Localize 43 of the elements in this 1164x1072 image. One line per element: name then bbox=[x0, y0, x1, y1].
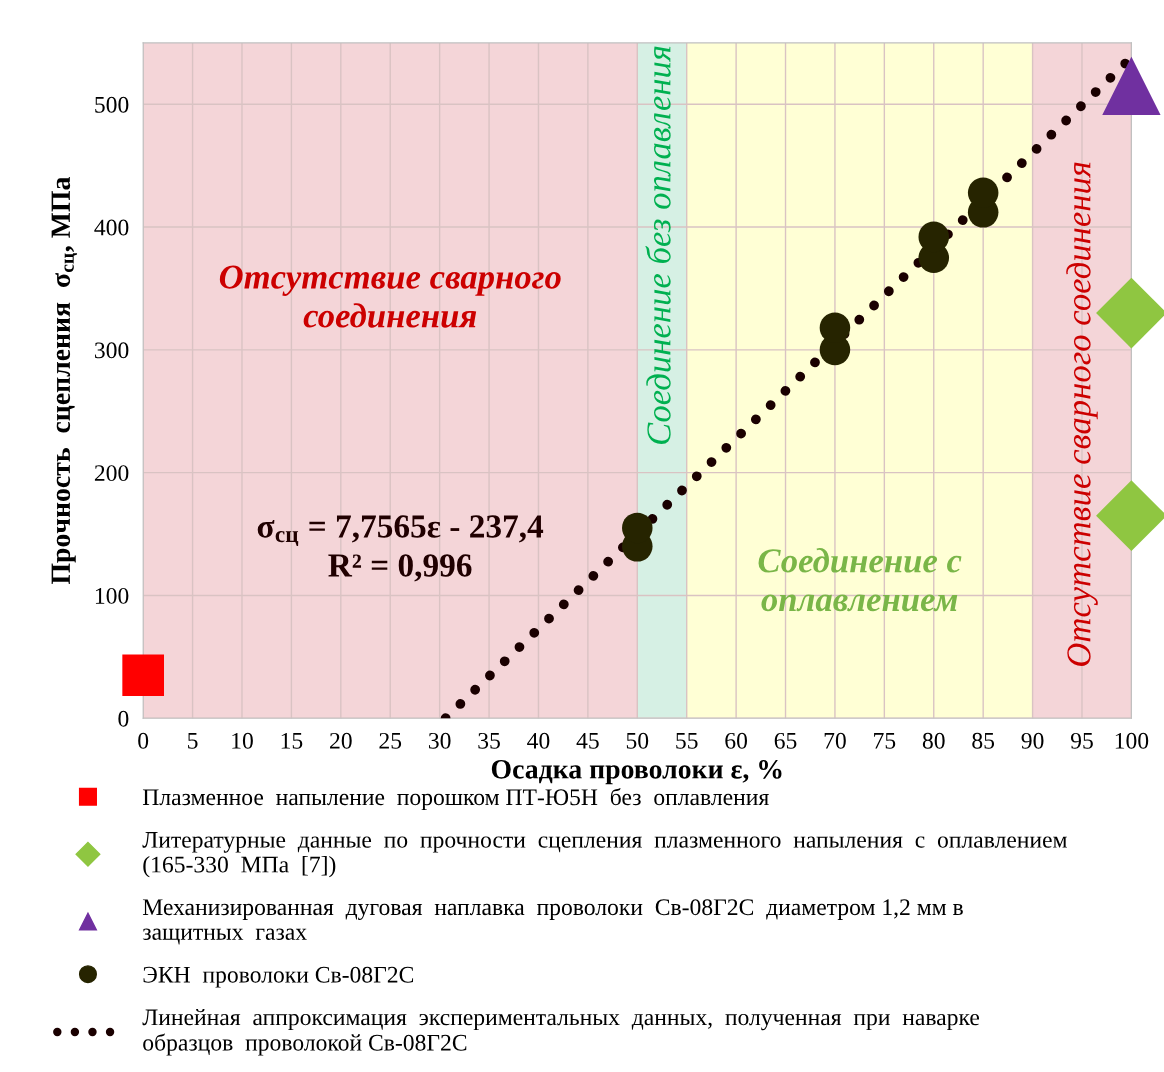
x-tick-label: 75 bbox=[874, 733, 896, 749]
x-tick-label: 35 bbox=[478, 732, 500, 749]
x-tick-label: 50 bbox=[626, 732, 649, 749]
y-tick-label: 200 bbox=[94, 465, 129, 482]
y-axis-title: Прочность сцепления σ$_{сц}$, МПа bbox=[51, 177, 78, 585]
x-tick-label: 95 bbox=[1070, 732, 1093, 749]
legend-label: Механизированная дуговая наплавка проволоки Св-08Г2С диаметром 1,2 мм в защитных газах bbox=[142, 899, 963, 945]
x-tick-label: 10 bbox=[232, 732, 253, 749]
y-tick-label: 400 bbox=[94, 219, 129, 236]
x-tick-label: 25 bbox=[379, 732, 402, 749]
x-tick-label: 55 bbox=[676, 733, 698, 749]
x-tick-label: 85 bbox=[972, 732, 995, 749]
legend-label: Литературные данные по прочности сцепления плазменного напыления с оплавлением (165-330 МПа [7]) bbox=[142, 832, 1067, 878]
x-tick-label: 65 bbox=[774, 732, 797, 749]
point bbox=[1096, 277, 1164, 349]
y-tick-label: 500 bbox=[95, 96, 129, 113]
y-tick-label: 100 bbox=[95, 587, 129, 604]
annotation: σ$_{сц}$ = 7,7565ε - 237,4 R² = 0,996 bbox=[257, 515, 544, 582]
point bbox=[1102, 56, 1161, 116]
band-label: Отсутствие сварного соединения bbox=[1066, 162, 1098, 666]
y-tick-label: 300 bbox=[95, 342, 129, 359]
x-tick-label: 45 bbox=[576, 732, 599, 749]
x-axis-title: Осадка проволоки ε, % bbox=[491, 759, 782, 785]
x-tick-label: 60 bbox=[725, 732, 748, 749]
x-tick-label: 30 bbox=[428, 732, 451, 749]
y-tick-label: 0 bbox=[118, 710, 129, 727]
x-tick-label: 20 bbox=[330, 732, 352, 749]
legend-label: Линейная аппроксимация экспериментальных данных, полученная при наварке образцов проволокой Св-08Г2С bbox=[142, 1008, 980, 1056]
band-label: Соединение без оплавления bbox=[645, 46, 671, 445]
legend-label: Плазменное напыление порошком ПТ-Ю5Н без оплавления bbox=[142, 788, 769, 810]
point bbox=[1096, 480, 1164, 551]
point bbox=[122, 654, 165, 697]
x-tick-label: 0 bbox=[138, 732, 149, 749]
legend-label: ЭКН проволоки Св-08Г2С bbox=[143, 966, 414, 988]
x-tick-label: 5 bbox=[188, 733, 198, 749]
x-tick-label: 100 bbox=[1115, 732, 1149, 749]
x-tick-label: 40 bbox=[527, 732, 550, 749]
x-tick-label: 80 bbox=[922, 732, 945, 749]
x-tick-label: 70 bbox=[824, 732, 846, 749]
x-tick-label: 15 bbox=[281, 732, 303, 749]
band-label: Соединение с оплавлением bbox=[758, 548, 962, 612]
band-label: Отсутствие сварного соединения bbox=[219, 265, 561, 328]
x-tick-label: 90 bbox=[1021, 732, 1044, 749]
